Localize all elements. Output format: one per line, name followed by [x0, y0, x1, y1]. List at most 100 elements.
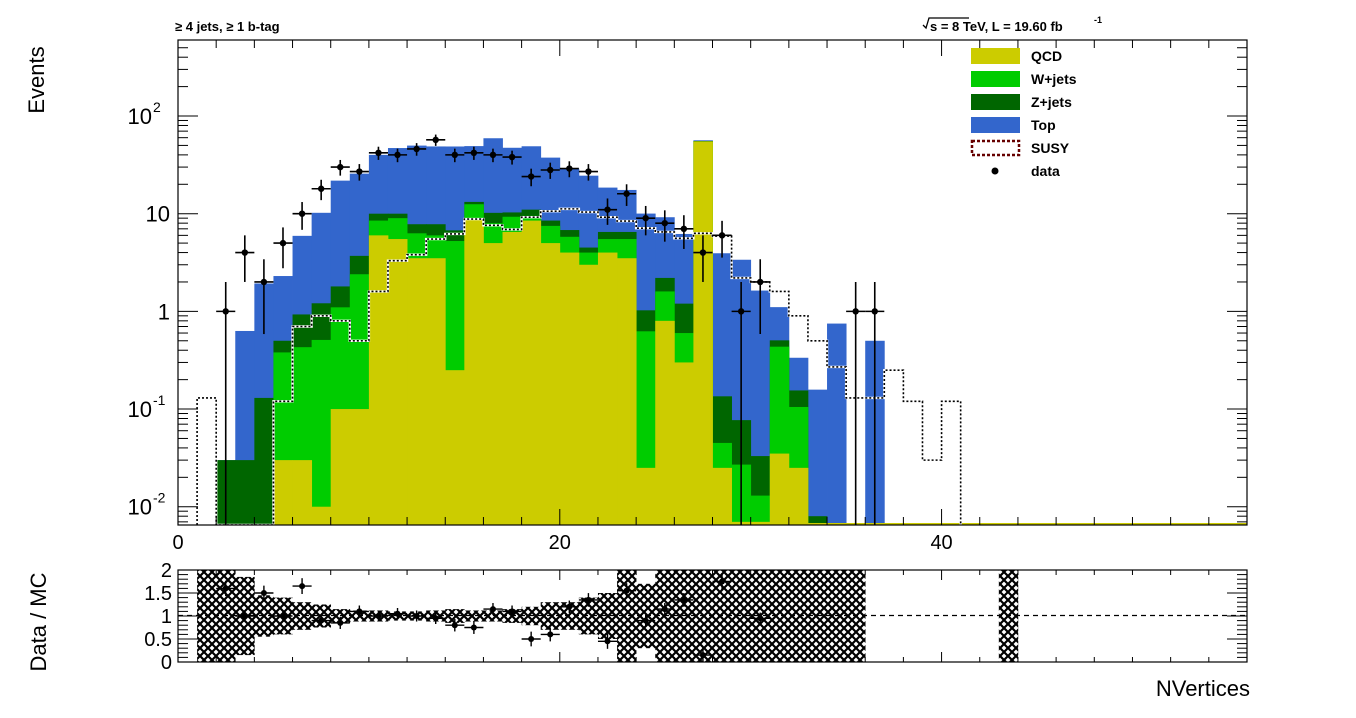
ratio-point-12 — [445, 618, 465, 632]
ratio-point-10 — [407, 610, 427, 622]
data-point-18 — [559, 161, 579, 178]
svg-text:10: 10 — [128, 397, 152, 422]
data-point-1 — [235, 235, 255, 282]
data-point-2 — [254, 259, 274, 335]
ratio-panel: 00.511.52 Data / MC NVertices — [26, 560, 1250, 701]
band-bin-20 — [578, 597, 599, 635]
x-tick-label: 20 — [549, 532, 571, 554]
bar-qcd-10 — [387, 239, 408, 525]
selection-label: ≥ 4 jets, ≥ 1 b-tag — [175, 19, 280, 34]
data-point-13 — [464, 146, 484, 160]
bar-qcd-30 — [769, 453, 790, 525]
bar-qcd-21 — [597, 252, 618, 525]
band-bin-21 — [597, 593, 618, 639]
ratio-axes: 00.511.52 — [144, 560, 1248, 674]
susy-histogram — [195, 207, 962, 525]
bar-qcd-17 — [521, 220, 542, 525]
lumi-label: s = 8 TeV, L = 19.60 fb -1 — [922, 15, 1102, 34]
ratio-point-24 — [674, 593, 694, 607]
legend-entry-wjets: W+jets — [971, 71, 1077, 87]
ratio-point-0 — [216, 580, 236, 597]
svg-text:10: 10 — [128, 104, 152, 129]
y-tick-label: 10 — [146, 202, 170, 227]
ratio-y-tick-label: 1 — [161, 606, 172, 628]
data-points — [216, 134, 885, 525]
ratio-point-27 — [750, 612, 770, 625]
stacked-histogram — [216, 138, 1247, 525]
legend-entry-susy: SUSY — [970, 139, 1070, 157]
ratio-y-tick-label: 0.5 — [144, 629, 172, 651]
bar-qcd-16 — [502, 231, 523, 525]
bar-qcd-8 — [349, 409, 370, 525]
x-axis-label: NVertices — [1156, 676, 1250, 701]
ratio-point-7 — [349, 605, 369, 618]
ratio-point-3 — [273, 610, 293, 622]
ratio-point-26 — [712, 573, 732, 590]
data-point-22 — [636, 205, 656, 236]
data-point-17 — [540, 162, 560, 179]
bar-qcd-24 — [655, 320, 675, 525]
ratio-point-4 — [292, 578, 312, 595]
legend-entry-data: data — [991, 163, 1060, 179]
data-point-10 — [407, 143, 427, 156]
legend-entry-qcd: QCD — [971, 48, 1062, 64]
ratio-point-21 — [617, 583, 637, 599]
band-bin-13 — [445, 609, 465, 623]
ratio-point-18 — [559, 600, 579, 614]
y-tick-label: 10 2 — [128, 99, 161, 129]
ratio-point-2 — [254, 585, 274, 601]
svg-text:2: 2 — [153, 99, 161, 115]
data-point-5 — [311, 179, 331, 201]
data-point-4 — [292, 202, 312, 230]
ratio-y-tick-label: 2 — [161, 560, 172, 582]
band-bin-3 — [254, 595, 274, 637]
svg-text:Top: Top — [1031, 117, 1056, 133]
susy-outline — [196, 208, 962, 525]
bar-qcd-23 — [636, 467, 656, 525]
data-point-3 — [273, 227, 293, 269]
x-tick-label: 0 — [172, 532, 183, 554]
bar-qcd-25 — [674, 362, 694, 525]
bar-wjets-6 — [311, 339, 332, 525]
svg-text:Z+jets: Z+jets — [1031, 94, 1072, 110]
ratio-point-17 — [540, 627, 560, 642]
bar-qcd-22 — [617, 258, 637, 525]
svg-text:10: 10 — [146, 202, 170, 227]
data-point-27 — [731, 281, 751, 525]
bar-qcd-18 — [540, 243, 561, 525]
ratio-point-9 — [387, 607, 408, 620]
data-point-24 — [674, 215, 694, 249]
y-tick-label: 10 -2 — [128, 490, 166, 520]
data-point-20 — [597, 198, 618, 225]
data-point-26 — [712, 220, 732, 258]
bar-qcd-26 — [693, 141, 713, 525]
data-point-30 — [865, 281, 885, 525]
bar-qcd-19 — [559, 252, 580, 525]
bar-top-33 — [827, 323, 847, 525]
lumi-text: s = 8 TeV, L = 19.60 fb — [930, 19, 1063, 34]
bar-zjets-2 — [235, 460, 255, 525]
data-point-15 — [502, 150, 522, 165]
ratio-point-20 — [597, 633, 618, 649]
ratio-y-tick-label: 1.5 — [144, 583, 172, 605]
band-bin-28 — [731, 570, 751, 662]
band-bin-5 — [292, 602, 312, 630]
legend-entry-top: Top — [971, 117, 1056, 133]
bar-qcd-12 — [426, 258, 446, 525]
bar-qcd-13 — [445, 370, 465, 525]
data-point-0 — [216, 281, 236, 525]
band-bin-14 — [464, 610, 484, 622]
bar-qcd-6 — [311, 506, 332, 525]
data-point-12 — [445, 148, 465, 163]
ratio-point-6 — [330, 616, 350, 629]
ratio-point-16 — [521, 631, 541, 647]
ratio-point-23 — [655, 603, 675, 616]
band-bin-22 — [617, 570, 637, 662]
data-point-7 — [349, 164, 369, 181]
ratio-point-13 — [464, 621, 484, 634]
x-tick-label: 40 — [930, 532, 952, 554]
ratio-point-15 — [502, 605, 522, 618]
ratio-point-19 — [578, 593, 598, 607]
